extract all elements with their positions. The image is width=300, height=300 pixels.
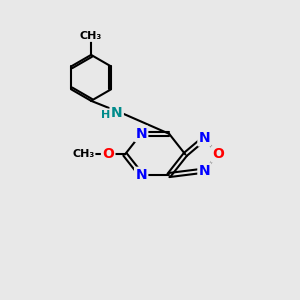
Text: N: N xyxy=(199,164,210,178)
Text: N: N xyxy=(135,168,147,182)
Text: N: N xyxy=(135,127,147,141)
Text: H: H xyxy=(101,110,110,120)
Text: N: N xyxy=(111,106,122,120)
Text: CH₃: CH₃ xyxy=(72,149,94,159)
Text: N: N xyxy=(199,131,210,145)
Text: CH₃: CH₃ xyxy=(80,31,102,41)
Text: O: O xyxy=(102,147,114,161)
Text: O: O xyxy=(212,147,224,161)
